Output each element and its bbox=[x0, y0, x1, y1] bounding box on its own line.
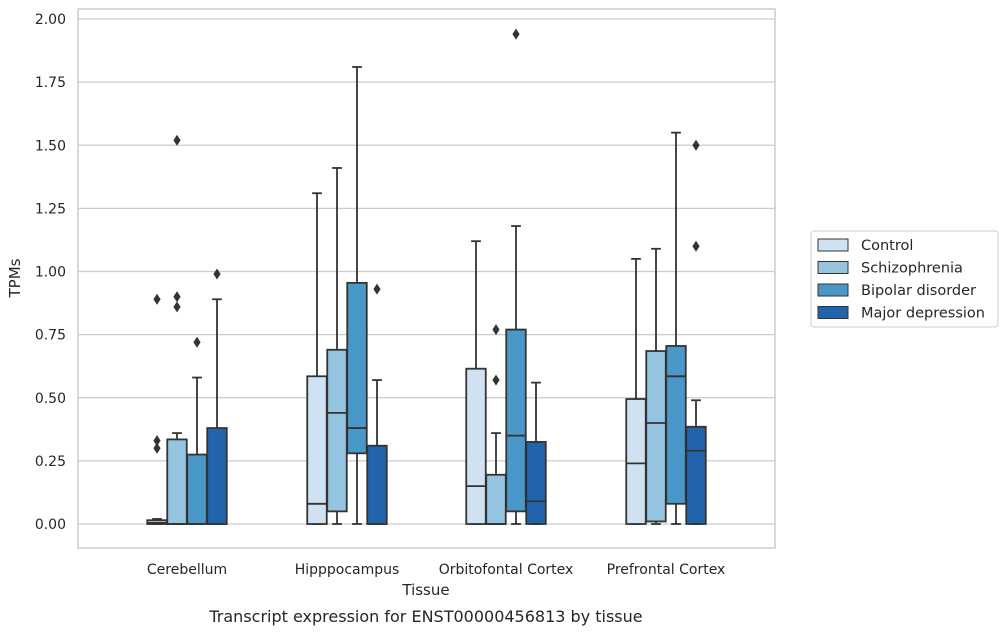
box bbox=[346, 66, 368, 525]
legend-swatch bbox=[817, 283, 849, 297]
outlier-point bbox=[173, 291, 181, 303]
box-body bbox=[685, 425, 707, 525]
legend-frame bbox=[810, 230, 999, 328]
box-body bbox=[346, 281, 368, 455]
box-body bbox=[625, 398, 647, 525]
box-body bbox=[206, 427, 228, 525]
legend: Control Schizophrenia Bipolar disorder Majo… bbox=[810, 230, 999, 328]
box-body bbox=[326, 348, 348, 513]
y-tick-label: 1.00 bbox=[35, 265, 66, 281]
legend-swatch bbox=[817, 306, 849, 319]
outlier-point bbox=[173, 134, 181, 146]
outlier-point bbox=[492, 374, 500, 386]
box-body bbox=[485, 473, 507, 525]
series-bipolar-disorder bbox=[186, 28, 687, 525]
box-body bbox=[505, 328, 527, 513]
x-axis-label: Tissue bbox=[401, 581, 449, 599]
legend-item: Schizophrenia bbox=[817, 261, 963, 277]
box-body bbox=[665, 345, 687, 505]
legend-label: Control bbox=[861, 238, 913, 254]
box bbox=[465, 240, 487, 525]
y-tick-label: 2.00 bbox=[35, 12, 66, 28]
box-body bbox=[166, 438, 188, 525]
legend-swatch bbox=[817, 261, 849, 274]
box bbox=[366, 283, 388, 525]
box bbox=[146, 293, 168, 525]
x-tick-label: Prefrontal Cortex bbox=[607, 562, 726, 578]
box bbox=[505, 28, 527, 525]
box bbox=[306, 192, 328, 525]
x-tick-label: Orbitofontal Cortex bbox=[439, 562, 574, 578]
series-schizophrenia bbox=[166, 134, 667, 525]
legend-swatch bbox=[817, 238, 849, 252]
box-series bbox=[146, 28, 707, 525]
box bbox=[665, 131, 687, 525]
box-body bbox=[645, 350, 667, 523]
box-body bbox=[306, 375, 328, 525]
y-axis-ticks: 0.00 0.25 0.50 0.75 1.00 1.25 1.50 1.75 2.00 bbox=[35, 12, 66, 533]
series-control bbox=[146, 192, 647, 525]
chart-caption: Transcript expression for ENST0000045681… bbox=[208, 607, 642, 626]
x-tick-label: Hipppocampus bbox=[295, 562, 400, 578]
y-tick-label: 1.50 bbox=[35, 138, 66, 154]
y-tick-label: 0.50 bbox=[35, 391, 66, 407]
x-axis-ticks: Cerebellum Hipppocampus Orbitofontal Corte… bbox=[147, 562, 725, 578]
box bbox=[186, 336, 208, 525]
y-axis-label: TPMs bbox=[6, 258, 24, 298]
box bbox=[625, 257, 647, 525]
legend-item: Control bbox=[817, 238, 913, 254]
outlier-point bbox=[512, 28, 520, 40]
box-body bbox=[465, 367, 487, 525]
box-body bbox=[366, 444, 388, 525]
series-major-depression bbox=[206, 139, 707, 525]
outlier-point bbox=[173, 301, 181, 313]
outlier-point bbox=[193, 336, 201, 348]
y-tick-label: 0.75 bbox=[35, 328, 66, 344]
y-tick-label: 0.00 bbox=[35, 517, 66, 533]
plot-frame bbox=[77, 8, 776, 549]
y-tick-label: 1.75 bbox=[35, 75, 66, 91]
outlier-point bbox=[213, 268, 221, 280]
box bbox=[166, 134, 188, 525]
outlier-point bbox=[492, 324, 500, 336]
outlier-point bbox=[692, 139, 700, 151]
legend-label: Schizophrenia bbox=[861, 261, 963, 277]
outlier-point bbox=[692, 240, 700, 252]
box-body bbox=[186, 453, 208, 525]
x-tick-label: Cerebellum bbox=[147, 562, 227, 578]
box bbox=[206, 268, 228, 525]
legend-item: Bipolar disorder bbox=[817, 283, 976, 299]
outlier-point bbox=[153, 435, 161, 447]
legend-label: Bipolar disorder bbox=[861, 283, 976, 299]
box-body bbox=[525, 441, 547, 525]
outlier-point bbox=[153, 442, 161, 454]
legend-item: Major depression bbox=[817, 306, 985, 322]
legend-label: Major depression bbox=[861, 306, 985, 322]
outlier-point bbox=[373, 283, 381, 295]
y-tick-label: 0.25 bbox=[35, 454, 66, 470]
y-tick-label: 1.25 bbox=[35, 201, 66, 217]
box bbox=[525, 381, 547, 525]
box bbox=[685, 139, 707, 525]
outlier-point bbox=[153, 293, 161, 305]
